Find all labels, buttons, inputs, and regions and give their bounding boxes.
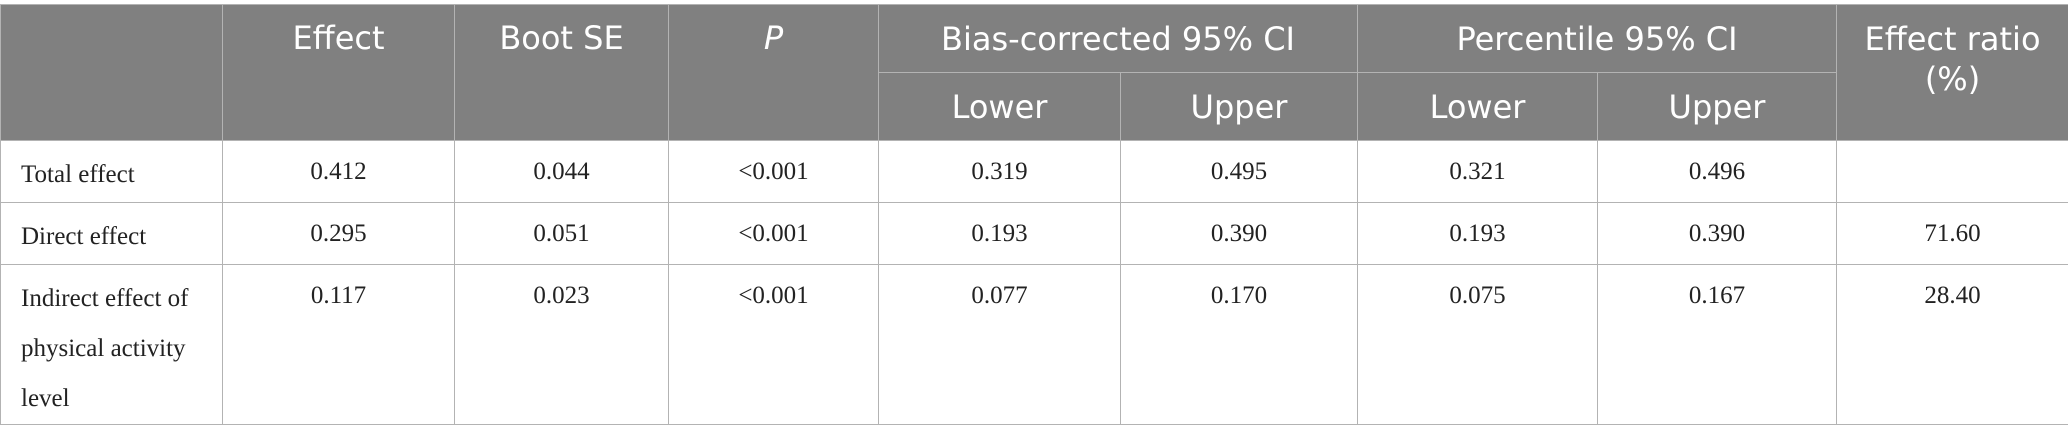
header-row-1: Effect Boot SE P Bias-corrected 95% CI P… xyxy=(0,4,2068,141)
cell-bias-upper: 0.495 xyxy=(1120,140,1358,203)
header-effect-ratio: Effect ratio (%) xyxy=(1836,4,2068,141)
header-row-2: Lower Upper Lower Upper xyxy=(1,72,2068,141)
cell-percentile-lower: 0.193 xyxy=(1357,202,1598,265)
header-percentile-lower: Lower xyxy=(1357,72,1598,141)
cell-percentile-upper: 0.496 xyxy=(1597,140,1837,203)
header-effect: Effect xyxy=(222,4,455,141)
cell-boot-se: 0.044 xyxy=(454,140,669,203)
row-label: Indirect effect of physical activity lev… xyxy=(0,264,223,425)
cell-p: <0.001 xyxy=(668,202,879,265)
cell-percentile-upper: 0.167 xyxy=(1597,264,1837,425)
results-table: Effect Boot SE P Bias-corrected 95% CI P… xyxy=(0,4,2068,425)
cell-boot-se: 0.023 xyxy=(454,264,669,425)
cell-bias-lower: 0.319 xyxy=(878,140,1121,203)
table-row: Indirect effect of physical activity lev… xyxy=(0,264,2068,425)
header-percentile-upper: Upper xyxy=(1597,72,1837,141)
cell-bias-lower: 0.077 xyxy=(878,264,1121,425)
cell-bias-upper: 0.170 xyxy=(1120,264,1358,425)
cell-percentile-lower: 0.321 xyxy=(1357,140,1598,203)
cell-bias-upper: 0.390 xyxy=(1120,202,1358,265)
table-row: Direct effect 0.295 0.051 <0.001 0.193 0… xyxy=(0,202,2068,265)
cell-percentile-lower: 0.075 xyxy=(1357,264,1598,425)
row-label: Total effect xyxy=(0,140,223,203)
cell-bias-lower: 0.193 xyxy=(878,202,1121,265)
cell-p: <0.001 xyxy=(668,264,879,425)
header-bias-lower: Lower xyxy=(878,72,1121,141)
header-empty xyxy=(0,4,223,141)
cell-effect-ratio: 28.40 xyxy=(1836,264,2068,425)
row-label: Direct effect xyxy=(0,202,223,265)
cell-boot-se: 0.051 xyxy=(454,202,669,265)
table-body: Total effect 0.412 0.044 <0.001 0.319 0.… xyxy=(0,140,2068,425)
table-header: Effect Boot SE P Bias-corrected 95% CI P… xyxy=(0,4,2068,141)
cell-effect: 0.295 xyxy=(222,202,455,265)
cell-effect-ratio xyxy=(1836,140,2068,203)
cell-effect: 0.412 xyxy=(222,140,455,203)
header-bias-upper: Upper xyxy=(1120,72,1358,141)
table-row: Total effect 0.412 0.044 <0.001 0.319 0.… xyxy=(0,140,2068,203)
header-p: P xyxy=(668,4,879,141)
cell-effect-ratio: 71.60 xyxy=(1836,202,2068,265)
header-boot-se: Boot SE xyxy=(454,4,669,141)
cell-p: <0.001 xyxy=(668,140,879,203)
cell-percentile-upper: 0.390 xyxy=(1597,202,1837,265)
cell-effect: 0.117 xyxy=(222,264,455,425)
header-bias-corrected-ci: Bias-corrected 95% CI xyxy=(878,4,1358,73)
header-percentile-ci: Percentile 95% CI xyxy=(1357,4,1837,73)
